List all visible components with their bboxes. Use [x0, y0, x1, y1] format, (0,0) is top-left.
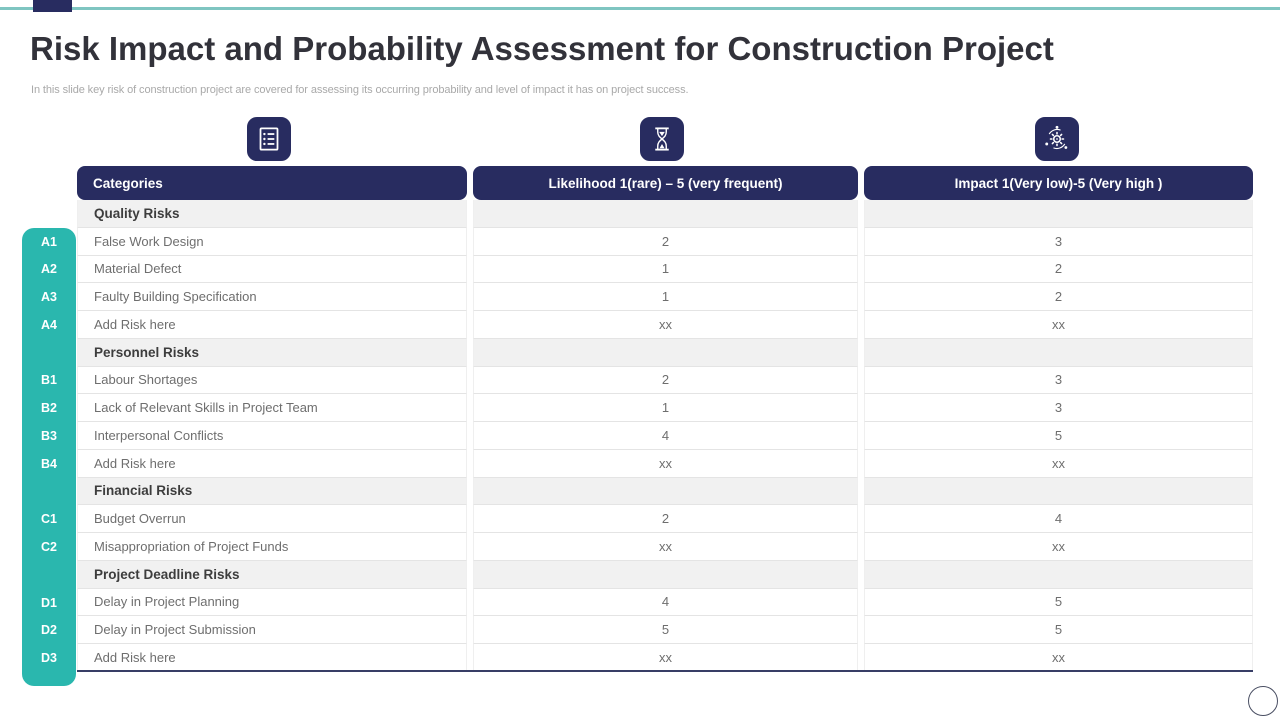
impact-cell: 4	[864, 505, 1253, 533]
risk-name-cell: Misappropriation of Project Funds	[77, 533, 467, 561]
risk-name-cell: Faulty Building Specification	[77, 283, 467, 311]
likelihood-cell: xx	[473, 311, 858, 339]
risk-name-cell: Add Risk here	[77, 449, 467, 478]
risk-name-cell: Lack of Relevant Skills in Project Team	[77, 394, 467, 422]
impact-cell: xx	[864, 449, 1253, 478]
section-empty-cell	[473, 560, 858, 589]
top-accent-line	[0, 7, 1280, 10]
section-empty-cell	[473, 338, 858, 367]
impact-cell: 3	[864, 227, 1253, 256]
risk-table: Categories Likelihood 1(rare) – 5 (very …	[77, 166, 1253, 672]
likelihood-cell: 4	[473, 588, 858, 617]
risk-name-cell: Delay in Project Submission	[77, 616, 467, 644]
likelihood-cell: 1	[473, 394, 858, 422]
section-header-cell: Quality Risks	[77, 200, 467, 228]
row-id-badge: A4	[41, 317, 57, 332]
risk-name-cell: Add Risk here	[77, 644, 467, 672]
risk-name-cell: Add Risk here	[77, 311, 467, 339]
section-empty-cell	[473, 200, 858, 228]
top-navy-marker	[33, 0, 72, 12]
impact-cell: xx	[864, 311, 1253, 339]
section-empty-cell	[864, 200, 1253, 228]
row-id-badge: B2	[41, 401, 57, 416]
section-empty-cell	[864, 560, 1253, 589]
likelihood-cell: 4	[473, 422, 858, 450]
page-title: Risk Impact and Probability Assessment f…	[30, 30, 1054, 67]
column-header-likelihood: Likelihood 1(rare) – 5 (very frequent)	[473, 166, 858, 200]
likelihood-cell: 2	[473, 505, 858, 533]
subtitle: In this slide key risk of construction p…	[31, 84, 689, 96]
likelihood-cell: 2	[473, 366, 858, 395]
risk-name-cell: Labour Shortages	[77, 366, 467, 395]
risk-name-cell: Delay in Project Planning	[77, 588, 467, 617]
table-bottom-border	[77, 670, 1253, 672]
categories-icon-box	[244, 114, 294, 164]
impact-cell: 2	[864, 283, 1253, 311]
impact-cell: 5	[864, 422, 1253, 450]
impact-cell: 5	[864, 616, 1253, 644]
row-id-badge: C2	[41, 540, 57, 555]
row-id-badge: A3	[41, 290, 57, 305]
row-id-badge: A2	[41, 262, 57, 277]
orbit-gear-icon	[1040, 122, 1074, 156]
row-id-badge: A1	[41, 234, 57, 249]
row-id-badge: B3	[41, 428, 57, 443]
likelihood-cell: xx	[473, 449, 858, 478]
column-header-categories: Categories	[77, 166, 467, 200]
risk-name-cell: False Work Design	[77, 227, 467, 256]
risk-name-cell: Budget Overrun	[77, 505, 467, 533]
impact-cell: 5	[864, 588, 1253, 617]
list-icon	[252, 122, 286, 156]
section-empty-cell	[864, 477, 1253, 506]
row-id-badge: C1	[41, 512, 57, 527]
row-id-badge: D2	[41, 623, 57, 638]
likelihood-cell: 1	[473, 283, 858, 311]
likelihood-cell: xx	[473, 533, 858, 561]
likelihood-icon-box	[637, 114, 687, 164]
section-header-cell: Project Deadline Risks	[77, 560, 467, 589]
impact-cell: xx	[864, 533, 1253, 561]
hourglass-icon	[645, 122, 679, 156]
impact-cell: 2	[864, 255, 1253, 284]
risk-name-cell: Material Defect	[77, 255, 467, 284]
section-header-cell: Personnel Risks	[77, 338, 467, 367]
impact-cell: 3	[864, 366, 1253, 395]
likelihood-cell: 2	[473, 227, 858, 256]
row-id-badge: B4	[41, 456, 57, 471]
impact-icon-box	[1032, 114, 1082, 164]
corner-circle-decoration	[1248, 686, 1278, 716]
section-header-cell: Financial Risks	[77, 477, 467, 506]
risk-name-cell: Interpersonal Conflicts	[77, 422, 467, 450]
section-empty-cell	[473, 477, 858, 506]
section-empty-cell	[864, 338, 1253, 367]
row-id-badge: B1	[41, 373, 57, 388]
impact-cell: 3	[864, 394, 1253, 422]
row-id-badge: D1	[41, 595, 57, 610]
row-id-badge: D3	[41, 651, 57, 666]
likelihood-cell: xx	[473, 644, 858, 672]
row-id-strip: A1 A2 A3 A4 B1 B2 B3 B4 C1 C2 D1 D2 D3	[22, 227, 76, 686]
likelihood-cell: 5	[473, 616, 858, 644]
likelihood-cell: 1	[473, 255, 858, 284]
column-header-impact: Impact 1(Very low)-5 (Very high )	[864, 166, 1253, 200]
impact-cell: xx	[864, 644, 1253, 672]
